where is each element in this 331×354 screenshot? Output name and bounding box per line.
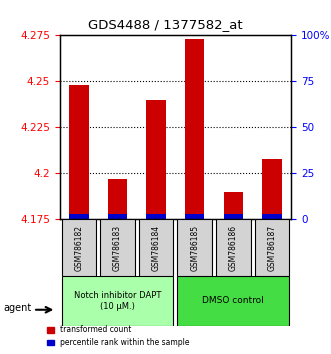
Bar — [185, 214, 204, 219]
FancyBboxPatch shape — [255, 219, 289, 276]
FancyBboxPatch shape — [177, 219, 212, 276]
Bar — [108, 214, 127, 219]
Legend: transformed count, percentile rank within the sample: transformed count, percentile rank withi… — [44, 322, 193, 350]
Bar — [185, 39, 204, 219]
Bar — [108, 179, 127, 219]
Bar — [224, 214, 243, 219]
FancyBboxPatch shape — [62, 219, 96, 276]
FancyBboxPatch shape — [139, 219, 173, 276]
Text: GSM786183: GSM786183 — [113, 225, 122, 271]
FancyBboxPatch shape — [100, 219, 135, 276]
Bar — [262, 159, 282, 219]
Text: Notch inhibitor DAPT
(10 μM.): Notch inhibitor DAPT (10 μM.) — [74, 291, 161, 310]
FancyBboxPatch shape — [177, 276, 289, 326]
Bar — [146, 100, 166, 219]
Text: agent: agent — [3, 303, 31, 313]
FancyBboxPatch shape — [216, 219, 251, 276]
Bar — [69, 214, 88, 219]
Bar — [69, 85, 88, 219]
FancyBboxPatch shape — [62, 276, 173, 326]
Text: GSM786187: GSM786187 — [267, 225, 276, 271]
Bar — [262, 214, 282, 219]
Text: GDS4488 / 1377582_at: GDS4488 / 1377582_at — [88, 18, 243, 31]
Bar — [146, 214, 166, 219]
Text: GSM786185: GSM786185 — [190, 225, 199, 271]
Text: GSM786186: GSM786186 — [229, 225, 238, 271]
Text: DMSO control: DMSO control — [203, 296, 264, 306]
Text: GSM786184: GSM786184 — [152, 225, 161, 271]
Text: GSM786182: GSM786182 — [74, 225, 83, 271]
Bar — [224, 192, 243, 219]
